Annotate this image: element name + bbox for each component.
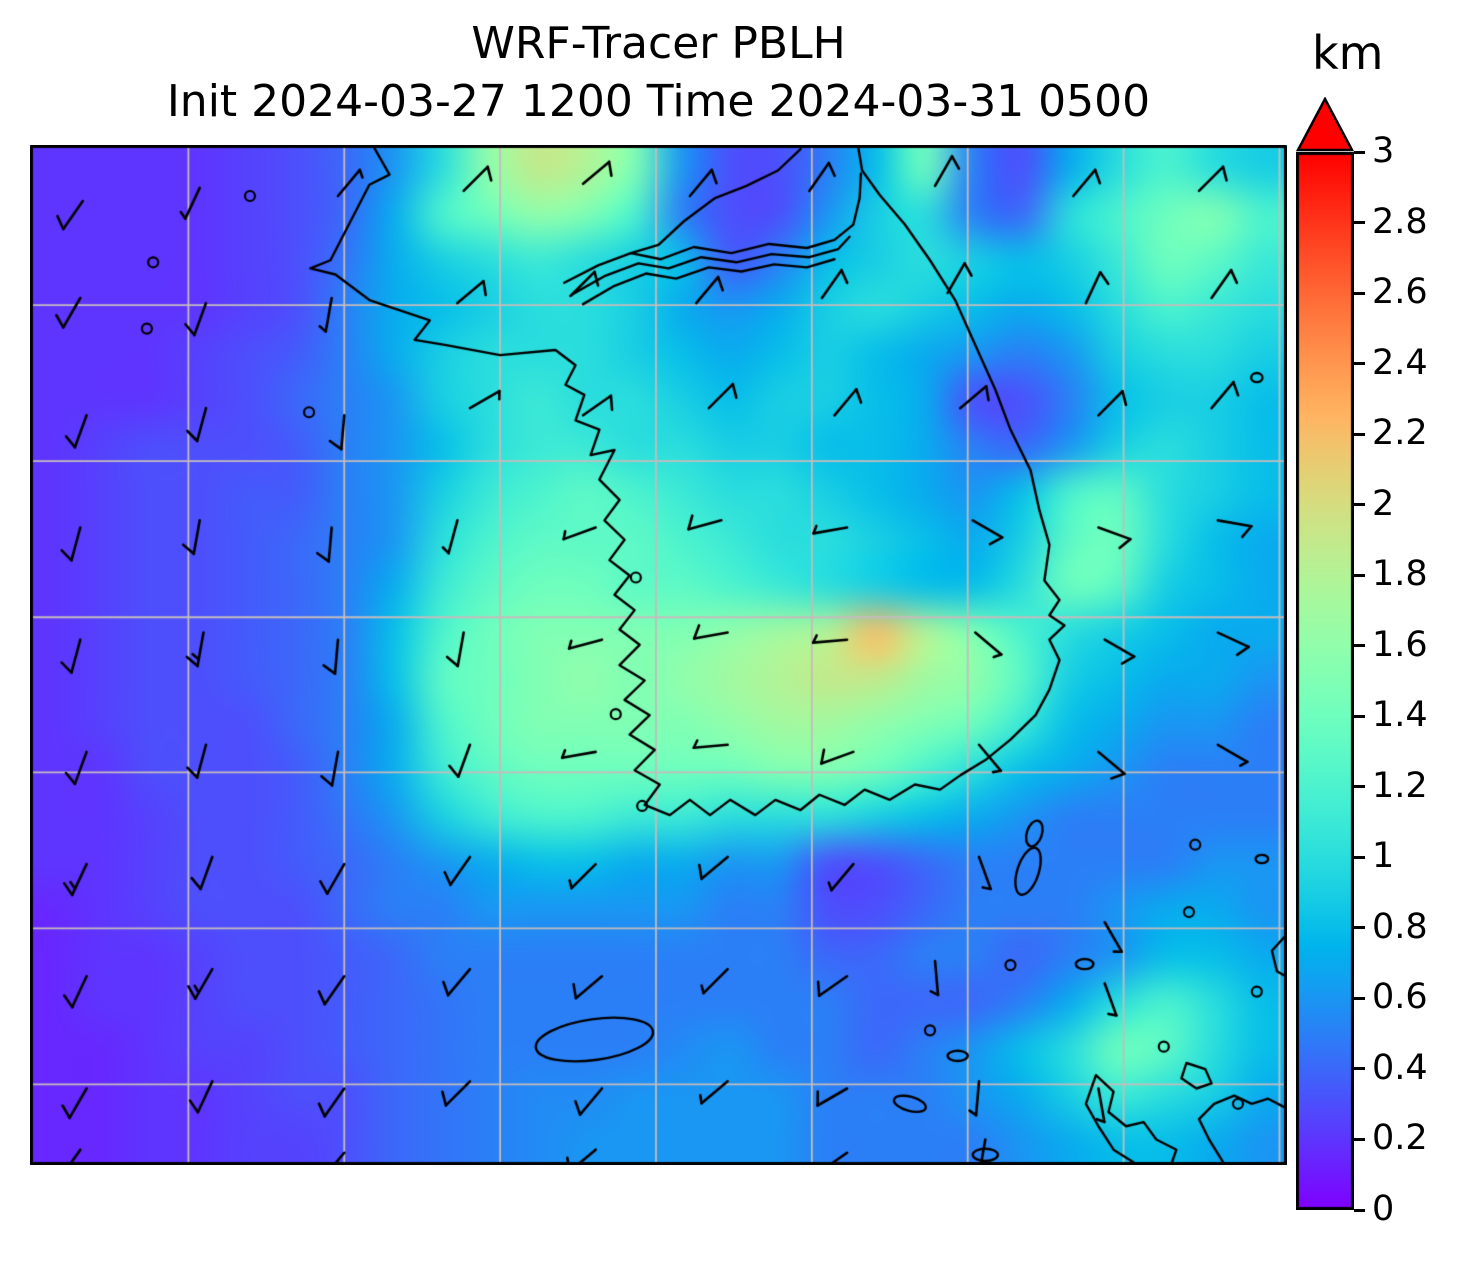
chart-title: WRF-Tracer PBLH	[471, 18, 846, 69]
colorbar-tick-mark	[1354, 573, 1365, 577]
pblh-map-canvas	[30, 145, 1287, 1165]
colorbar-tick-label: 0	[1372, 1189, 1395, 1230]
colorbar-tick-label: 1.8	[1372, 554, 1428, 595]
colorbar-unit-label: km	[1312, 26, 1384, 80]
colorbar-tick-mark	[1354, 503, 1365, 507]
colorbar-tick-mark	[1354, 785, 1365, 789]
colorbar-tick-label: 1.2	[1372, 765, 1428, 806]
colorbar-tick-label: 2.6	[1372, 272, 1428, 313]
colorbar-tick-mark	[1354, 291, 1365, 295]
colorbar-tick-label: 0.6	[1372, 977, 1428, 1018]
colorbar-tick-label: 1	[1372, 836, 1395, 877]
colorbar-tick-mark	[1354, 1137, 1365, 1141]
colorbar-tick-mark	[1354, 1208, 1365, 1212]
colorbar-tick-mark	[1354, 1067, 1365, 1071]
colorbar-extend-arrow-icon	[1296, 97, 1354, 152]
colorbar-tick-mark	[1354, 150, 1365, 154]
colorbar-tick-label: 0.2	[1372, 1118, 1428, 1159]
colorbar-tick-label: 0.4	[1372, 1048, 1428, 1089]
colorbar-tick-label: 2.4	[1372, 342, 1428, 383]
colorbar-tick-mark	[1354, 362, 1365, 366]
colorbar-tick-mark	[1354, 221, 1365, 225]
colorbar-tick-label: 2.8	[1372, 201, 1428, 242]
colorbar-tick-mark	[1354, 926, 1365, 930]
colorbar-tick-label: 1.4	[1372, 695, 1428, 736]
colorbar-tick-label: 3	[1372, 131, 1395, 172]
colorbar-tick-label: 1.6	[1372, 624, 1428, 665]
colorbar	[1296, 152, 1354, 1210]
chart-subtitle: Init 2024-03-27 1200 Time 2024-03-31 050…	[166, 76, 1151, 127]
colorbar-tick-mark	[1354, 432, 1365, 436]
colorbar-tick-mark	[1354, 996, 1365, 1000]
colorbar-tick-mark	[1354, 644, 1365, 648]
colorbar-tick-label: 2.2	[1372, 413, 1428, 454]
colorbar-tick-label: 2	[1372, 483, 1395, 524]
colorbar-tick-label: 0.8	[1372, 907, 1428, 948]
colorbar-tick-mark	[1354, 714, 1365, 718]
colorbar-tick-mark	[1354, 855, 1365, 859]
